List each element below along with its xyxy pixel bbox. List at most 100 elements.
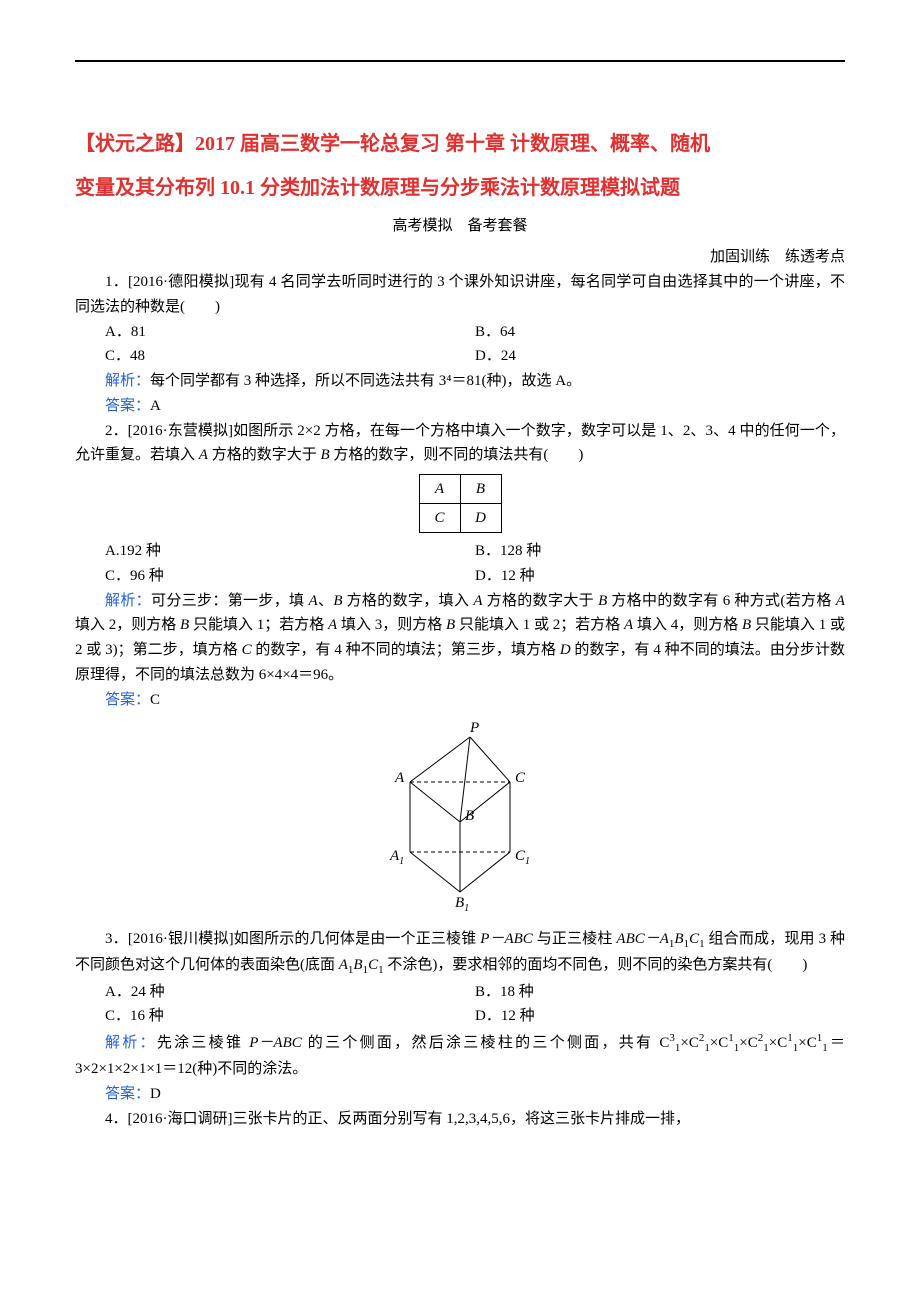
q3-i2b: B xyxy=(674,931,683,947)
analysis-label: 解析： xyxy=(105,373,150,389)
q1-optC: C．48 xyxy=(75,344,475,369)
q2-an-A1: A xyxy=(308,593,317,609)
q1-options-row2: C．48 D．24 xyxy=(75,344,845,369)
q2-an-B1: B xyxy=(333,593,342,609)
edge-PC xyxy=(470,737,510,782)
grid-B: B xyxy=(460,475,501,504)
edge-C1B1 xyxy=(460,852,510,892)
q2-stem: 2．[2016·东营模拟]如图所示 2×2 方格，在每一个方格中填入一个数字，数… xyxy=(75,419,845,469)
q3-answer: 答案：D xyxy=(75,1082,845,1107)
grid-D: D xyxy=(460,504,501,533)
q2-an-p4: 方格中的数字有 6 种方式(若方格 xyxy=(607,593,836,609)
q3-answer-text: D xyxy=(150,1086,161,1102)
q3-stem-p4: 不涂色)，要求相邻的面均不同色，则不同的染色方案共有( ) xyxy=(384,957,808,973)
q3-optA: A．24 种 xyxy=(75,980,475,1005)
q2-optB: B．128 种 xyxy=(475,539,845,564)
q2-optD: D．12 种 xyxy=(475,564,845,589)
edge-AB xyxy=(410,782,460,822)
q3-optD: D．12 种 xyxy=(475,1004,845,1029)
analysis-label: 解析： xyxy=(105,1035,157,1051)
answer-label: 答案： xyxy=(105,1086,150,1102)
q3-i3b: B xyxy=(353,957,362,973)
q3-options-row1: A．24 种 B．18 种 xyxy=(75,980,845,1005)
q3-an-i1: P－ABC xyxy=(249,1035,302,1051)
right-note: 加固训练 练透考点 xyxy=(75,245,845,266)
q2-stem-A: A xyxy=(199,447,208,463)
q3-stem: 3．[2016·银川模拟]如图所示的几何体是由一个正三棱锥 P－ABC 与正三棱… xyxy=(75,927,845,979)
page: 【状元之路】2017 届高三数学一轮总复习 第十章 计数原理、概率、随机 变量及… xyxy=(0,0,920,1171)
label-C: C xyxy=(515,770,526,786)
label-B: B xyxy=(465,808,474,824)
q2-answer: 答案：C xyxy=(75,688,845,713)
q2-analysis: 解析：可分三步：第一步，填 A、B 方格的数字，填入 A 方格的数字大于 B 方… xyxy=(75,589,845,688)
q2-an-p6: 只能填入 1；若方格 xyxy=(189,617,328,633)
q1-optD: D．24 xyxy=(475,344,845,369)
edge-A1B1 xyxy=(410,852,460,892)
main-title: 【状元之路】2017 届高三数学一轮总复习 第十章 计数原理、概率、随机 变量及… xyxy=(75,122,845,210)
q1-analysis-text: 每个同学都有 3 种选择，所以不同选法共有 3⁴＝81(种)，故选 A。 xyxy=(150,373,581,389)
q2-an-p5: 填入 2，则方格 xyxy=(75,617,180,633)
q3-t4: ×C xyxy=(769,1035,787,1051)
q3-i2: ABC－A xyxy=(616,931,669,947)
label-C1: C1 xyxy=(515,848,530,867)
q2-stem-p2: 方格的数字大于 xyxy=(208,447,321,463)
q2-an-C: C xyxy=(242,642,252,658)
grid-A: A xyxy=(419,475,460,504)
q1-analysis: 解析：每个同学都有 3 种选择，所以不同选法共有 3⁴＝81(种)，故选 A。 xyxy=(75,369,845,394)
q2-options-row2: C．96 种 D．12 种 xyxy=(75,564,845,589)
q1-answer-text: A xyxy=(150,398,161,414)
q3-stem-p2: 与正三棱柱 xyxy=(533,931,617,947)
q2-an-p2: 方格的数字，填入 xyxy=(343,593,474,609)
q3-t5: ×C xyxy=(798,1035,816,1051)
q2-an-p9: 填入 4，则方格 xyxy=(633,617,742,633)
q3-i3: A xyxy=(339,957,348,973)
q2-an-A3: A xyxy=(836,593,845,609)
q3-options-row2: C．16 种 D．12 种 xyxy=(75,1004,845,1029)
label-A: A xyxy=(394,770,405,786)
q2-stem-p3: 方格的数字，则不同的填法共有( ) xyxy=(330,447,584,463)
q1-optB: B．64 xyxy=(475,320,845,345)
q2-an-A5: A xyxy=(624,617,633,633)
label-P: P xyxy=(469,722,479,736)
q3-t1: ×C xyxy=(680,1035,698,1051)
q2-an-p8: 只能填入 1 或 2；若方格 xyxy=(455,617,624,633)
q3-t3: ×C xyxy=(739,1035,757,1051)
q2-optC: C．96 种 xyxy=(75,564,475,589)
q2-an-p11: 的数字，有 4 种不同的填法；第三步，填方格 xyxy=(252,642,560,658)
title-line-1: 【状元之路】2017 届高三数学一轮总复习 第十章 计数原理、概率、随机 xyxy=(75,133,710,155)
q2-options-row1: A.192 种 B．128 种 xyxy=(75,539,845,564)
q2-grid: A B C D xyxy=(419,474,502,533)
q1-optA: A．81 xyxy=(75,320,475,345)
q1-options-row1: A．81 B．64 xyxy=(75,320,845,345)
q2-optA: A.192 种 xyxy=(75,539,475,564)
q3-optB: B．18 种 xyxy=(475,980,845,1005)
q4-stem: 4．[2016·海口调研]三张卡片的正、反两面分别写有 1,2,3,4,5,6，… xyxy=(75,1107,845,1132)
q2-an-A4: A xyxy=(328,617,337,633)
q3-i2c: C xyxy=(689,931,699,947)
top-rule xyxy=(75,60,845,62)
q2-an-p7: 填入 3，则方格 xyxy=(337,617,446,633)
label-B1: B1 xyxy=(455,895,469,912)
q3-an-p1: 先涂三棱锥 xyxy=(157,1035,249,1051)
q1-stem: 1．[2016·德阳模拟]现有 4 名同学去听同时进行的 3 个课外知识讲座，每… xyxy=(75,270,845,320)
q2-an-A2: A xyxy=(473,593,482,609)
q3-t2: ×C xyxy=(710,1035,728,1051)
edge-PA xyxy=(410,737,470,782)
q2-answer-text: C xyxy=(150,692,160,708)
q2-an-p1: 可分三步：第一步，填 xyxy=(151,593,308,609)
analysis-label: 解析： xyxy=(105,593,151,609)
q1-answer: 答案：A xyxy=(75,394,845,419)
q2-an-B4: B xyxy=(446,617,455,633)
q3-figure: P A C B A1 C1 B1 xyxy=(75,722,845,917)
q2-an-B2: B xyxy=(598,593,607,609)
prism-pyramid-svg: P A C B A1 C1 B1 xyxy=(360,722,560,912)
q3-analysis: 解析：先涂三棱锥 P－ABC 的三个侧面，然后涂三棱柱的三个侧面，共有 C31×… xyxy=(75,1029,845,1082)
q2-an-B5: B xyxy=(742,617,751,633)
answer-label: 答案： xyxy=(105,692,150,708)
q3-stem-p1: 3．[2016·银川模拟]如图所示的几何体是由一个正三棱锥 xyxy=(105,931,480,947)
q2-an-p3: 方格的数字大于 xyxy=(483,593,599,609)
grid-C: C xyxy=(419,504,460,533)
q3-i3c: C xyxy=(368,957,378,973)
subtitle: 高考模拟 备考套餐 xyxy=(75,214,845,235)
q3-i1: P－ABC xyxy=(480,931,533,947)
